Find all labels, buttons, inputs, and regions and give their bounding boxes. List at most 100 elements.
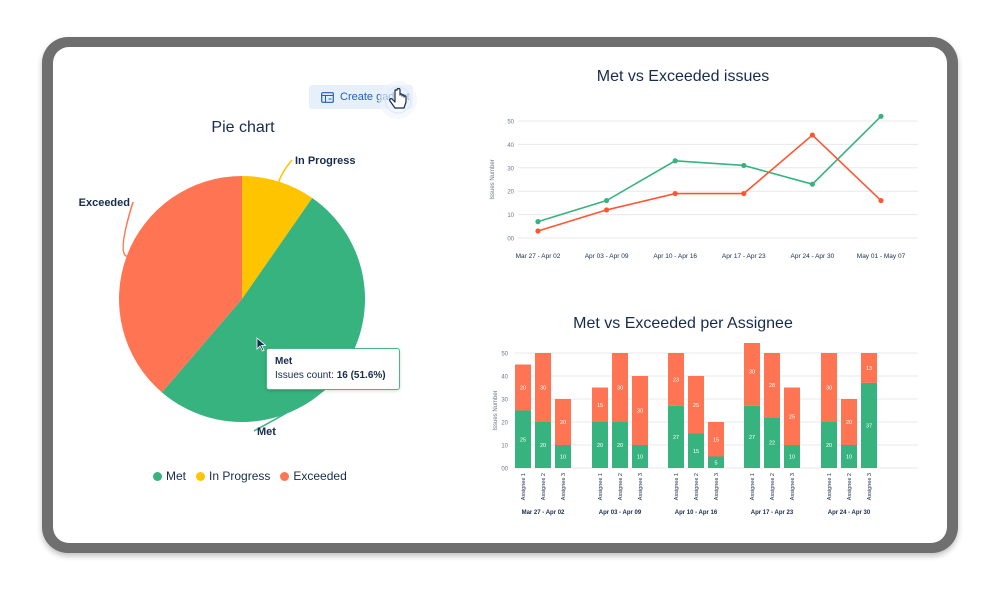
dashboard-add-icon [321, 91, 334, 103]
bar-exceeded-value-label: 30 [749, 369, 755, 375]
line-y-tick-label: 40 [507, 143, 514, 149]
bar-met [515, 410, 531, 468]
bar-met-value-label: 10 [846, 455, 852, 461]
bar-met-value-label: 10 [637, 455, 643, 461]
line-point-exceeded [535, 228, 541, 234]
line-y-axis-label: Issues Number [490, 159, 496, 199]
legend-label-met: Met [166, 469, 187, 483]
bar-exceeded-value-label: 13 [866, 366, 872, 372]
legend-dot-met [153, 471, 162, 481]
legend-item-exceeded[interactable]: Exceeded [280, 469, 347, 483]
line-y-tick-label: 30 [507, 166, 514, 172]
bar-exceeded-value-label: 30 [637, 409, 643, 415]
bar-exceeded [764, 353, 780, 418]
bar-assignee-label: Assignee 2 [694, 473, 700, 500]
bar-exceeded [592, 387, 608, 422]
line-y-tick-label: 50 [507, 120, 514, 126]
bar-met-value-label: 20 [617, 443, 623, 449]
bar-exceeded-value-label: 20 [560, 420, 566, 426]
tooltip-value: 16 (51.6%) [336, 370, 386, 381]
bar-met-value-label: 27 [749, 435, 755, 441]
bar-met [861, 382, 877, 468]
bar-exceeded [555, 399, 571, 445]
bar-y-tick-label: 40 [501, 375, 508, 381]
bar-met-value-label: 20 [540, 443, 546, 449]
bar-met-value-label: 10 [789, 455, 795, 461]
bar-met [592, 422, 608, 468]
line-x-tick-label: Apr 10 - Apr 16 [653, 253, 697, 260]
bar-exceeded-value-label: 23 [673, 377, 679, 383]
bar-met [555, 445, 571, 468]
arrow-cursor-icon [256, 337, 267, 352]
bar-assignee-label: Assignee 3 [790, 473, 796, 500]
legend-dot-in-progress [196, 471, 206, 481]
line-y-tick-label: 00 [507, 237, 514, 243]
pie-chart-title: Pie chart [211, 119, 275, 136]
legend-item-in-progress[interactable]: In Progress [196, 469, 270, 483]
pie-label-met: Met [257, 426, 276, 438]
bar-met [612, 422, 628, 468]
pie-label-exceeded: Exceeded [79, 197, 130, 209]
bar-y-tick-label: 00 [501, 467, 508, 473]
bar-exceeded-value-label: 30 [617, 386, 623, 392]
bar-exceeded-value-label: 15 [597, 403, 603, 409]
bar-met [744, 405, 760, 468]
line-point-exceeded [604, 207, 610, 213]
bar-met-value-label: 27 [673, 435, 679, 441]
pie-slice-in-progress [242, 176, 313, 299]
line-series-exceeded [537, 133, 882, 232]
bar-assignee-label: Assignee 2 [618, 473, 624, 500]
bar-met-value-label: 22 [769, 441, 775, 447]
bar-chart-title: Met vs Exceeded per Assignee [573, 315, 793, 332]
bar-group-label: Apr 10 - Apr 16 [675, 510, 718, 516]
pie-leader-in-progress [278, 159, 293, 182]
bar-met-value-label: 20 [826, 443, 832, 449]
line-point-met [741, 162, 747, 169]
bar-exceeded [632, 376, 648, 445]
bar-assignee-label: Assignee 1 [674, 473, 680, 500]
line-y-tick-label: 20 [507, 190, 514, 196]
bar-met [688, 433, 704, 468]
line-point-met [604, 197, 610, 204]
bar-exceeded [612, 353, 628, 422]
bar-assignee-label: Assignee 2 [770, 473, 776, 500]
line-chart-title: Met vs Exceeded issues [596, 68, 770, 85]
legend-label-exceeded: Exceeded [293, 469, 347, 483]
bar-met [632, 445, 648, 468]
bar-met [535, 422, 551, 468]
bar-met-value-label: 37 [866, 423, 872, 429]
bar-y-tick-label: 30 [501, 398, 508, 404]
bar-exceeded-value-label: 25 [693, 403, 699, 409]
bar-assignee-label: Assignee 2 [541, 473, 547, 500]
bar-exceeded-value-label: 30 [826, 386, 832, 392]
bar-exceeded [535, 353, 551, 422]
dashboard-screen: Create gadget Pie chart In Progress Met Ex… [53, 47, 947, 543]
bar-group-label: Apr 03 - Apr 09 [599, 510, 642, 516]
line-x-tick-label: Mar 27 - Apr 02 [516, 253, 561, 260]
line-y-tick-label: 10 [507, 213, 514, 219]
line-x-tick-label: Apr 03 - Apr 09 [585, 253, 629, 260]
line-x-tick-label: May 01 - May 07 [857, 253, 906, 260]
bar-y-tick-label: 10 [501, 444, 508, 450]
bar-exceeded-value-label: 25 [789, 414, 795, 420]
stacked-bar-chart: 00 10 20 30 40 50 Issues Number 25 20 Assignee 1 2… [493, 343, 918, 516]
line-point-exceeded [878, 197, 884, 204]
bar-assignee-label: Assignee 1 [598, 473, 604, 500]
device-frame: Create gadget Pie chart In Progress Met Ex… [42, 37, 958, 553]
bar-exceeded-value-label: 28 [769, 383, 775, 389]
line-point-met [878, 113, 884, 119]
bar-exceeded [744, 343, 760, 406]
tooltip-label: Issues count: [275, 370, 334, 381]
bar-met [841, 445, 857, 468]
bar-met-value-label: 15 [693, 449, 699, 455]
pie-label-in-progress: In Progress [295, 155, 356, 167]
bar-exceeded [515, 364, 531, 411]
bar-assignee-label: Assignee 2 [847, 473, 853, 500]
bar-met [784, 445, 800, 468]
line-chart: 00 10 20 30 40 50 Issues Number Mar 27 - Apr 02… [490, 113, 918, 260]
bar-assignee-label: Assignee 3 [714, 473, 720, 500]
bar-met [764, 417, 780, 468]
line-series-met [537, 115, 882, 223]
legend-item-met[interactable]: Met [153, 469, 186, 483]
line-x-tick-label: Apr 17 - Apr 23 [722, 253, 766, 260]
